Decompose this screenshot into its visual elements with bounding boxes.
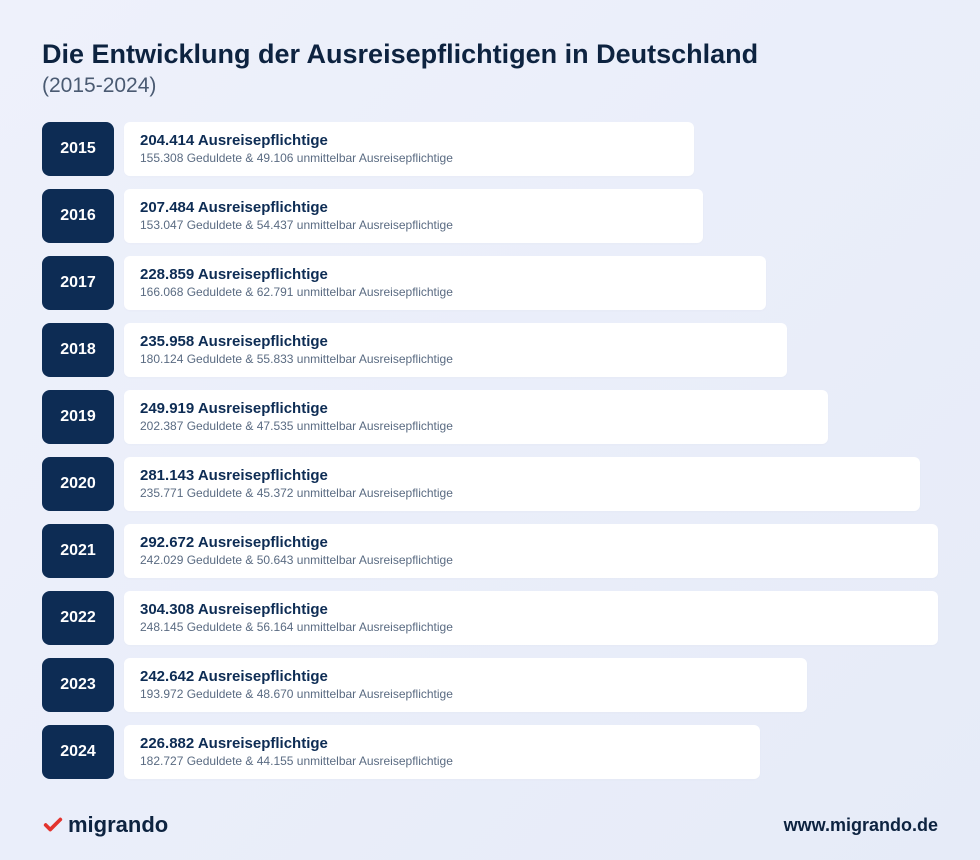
bar-sub-text: 202.387 Geduldete & 47.535 unmittelbar A…: [140, 419, 812, 435]
bar-sub-text: 182.727 Geduldete & 44.155 unmittelbar A…: [140, 754, 744, 770]
bar-row: 2020281.143 Ausreisepflichtige235.771 Ge…: [42, 457, 938, 511]
value-bar: 249.919 Ausreisepflichtige202.387 Geduld…: [124, 390, 828, 444]
year-badge: 2021: [42, 524, 114, 578]
page-title: Die Entwicklung der Ausreisepflichtigen …: [42, 38, 938, 70]
year-badge: 2020: [42, 457, 114, 511]
bar-row: 2022304.308 Ausreisepflichtige248.145 Ge…: [42, 591, 938, 645]
bar-sub-text: 153.047 Geduldete & 54.437 unmittelbar A…: [140, 218, 687, 234]
bar-row: 2016207.484 Ausreisepflichtige153.047 Ge…: [42, 189, 938, 243]
bar-main-text: 207.484 Ausreisepflichtige: [140, 199, 687, 218]
bar-main-text: 228.859 Ausreisepflichtige: [140, 266, 750, 285]
brand-url: www.migrando.de: [784, 815, 938, 836]
value-bar: 204.414 Ausreisepflichtige155.308 Geduld…: [124, 122, 694, 176]
bar-sub-text: 242.029 Geduldete & 50.643 unmittelbar A…: [140, 553, 922, 569]
bar-row: 2023242.642 Ausreisepflichtige193.972 Ge…: [42, 658, 938, 712]
check-icon: [42, 814, 64, 836]
year-badge: 2024: [42, 725, 114, 779]
bar-row: 2018235.958 Ausreisepflichtige180.124 Ge…: [42, 323, 938, 377]
value-bar: 281.143 Ausreisepflichtige235.771 Geduld…: [124, 457, 920, 511]
value-bar: 226.882 Ausreisepflichtige182.727 Geduld…: [124, 725, 760, 779]
bar-sub-text: 193.972 Geduldete & 48.670 unmittelbar A…: [140, 687, 791, 703]
bar-main-text: 249.919 Ausreisepflichtige: [140, 400, 812, 419]
bar-sub-text: 235.771 Geduldete & 45.372 unmittelbar A…: [140, 486, 904, 502]
value-bar: 292.672 Ausreisepflichtige242.029 Geduld…: [124, 524, 938, 578]
bar-row: 2019249.919 Ausreisepflichtige202.387 Ge…: [42, 390, 938, 444]
value-bar: 235.958 Ausreisepflichtige180.124 Geduld…: [124, 323, 787, 377]
bar-main-text: 304.308 Ausreisepflichtige: [140, 601, 922, 620]
year-badge: 2017: [42, 256, 114, 310]
year-badge: 2023: [42, 658, 114, 712]
bar-row: 2024226.882 Ausreisepflichtige182.727 Ge…: [42, 725, 938, 779]
bar-list: 2015204.414 Ausreisepflichtige155.308 Ge…: [42, 122, 938, 779]
value-bar: 304.308 Ausreisepflichtige248.145 Geduld…: [124, 591, 938, 645]
value-bar: 207.484 Ausreisepflichtige153.047 Geduld…: [124, 189, 703, 243]
bar-row: 2021292.672 Ausreisepflichtige242.029 Ge…: [42, 524, 938, 578]
page-subtitle: (2015-2024): [42, 74, 938, 98]
bar-main-text: 242.642 Ausreisepflichtige: [140, 668, 791, 687]
brand-name: migrando: [68, 812, 168, 838]
bar-sub-text: 155.308 Geduldete & 49.106 unmittelbar A…: [140, 151, 678, 167]
bar-main-text: 204.414 Ausreisepflichtige: [140, 132, 678, 151]
year-badge: 2016: [42, 189, 114, 243]
footer: migrando www.migrando.de: [42, 812, 938, 838]
year-badge: 2019: [42, 390, 114, 444]
bar-main-text: 292.672 Ausreisepflichtige: [140, 534, 922, 553]
year-badge: 2018: [42, 323, 114, 377]
brand-logo: migrando: [42, 812, 168, 838]
bar-row: 2015204.414 Ausreisepflichtige155.308 Ge…: [42, 122, 938, 176]
bar-main-text: 235.958 Ausreisepflichtige: [140, 333, 771, 352]
bar-main-text: 281.143 Ausreisepflichtige: [140, 467, 904, 486]
bar-sub-text: 166.068 Geduldete & 62.791 unmittelbar A…: [140, 285, 750, 301]
year-badge: 2022: [42, 591, 114, 645]
bar-row: 2017228.859 Ausreisepflichtige166.068 Ge…: [42, 256, 938, 310]
value-bar: 228.859 Ausreisepflichtige166.068 Geduld…: [124, 256, 766, 310]
bar-sub-text: 248.145 Geduldete & 56.164 unmittelbar A…: [140, 620, 922, 636]
bar-sub-text: 180.124 Geduldete & 55.833 unmittelbar A…: [140, 352, 771, 368]
value-bar: 242.642 Ausreisepflichtige193.972 Geduld…: [124, 658, 807, 712]
bar-main-text: 226.882 Ausreisepflichtige: [140, 735, 744, 754]
year-badge: 2015: [42, 122, 114, 176]
